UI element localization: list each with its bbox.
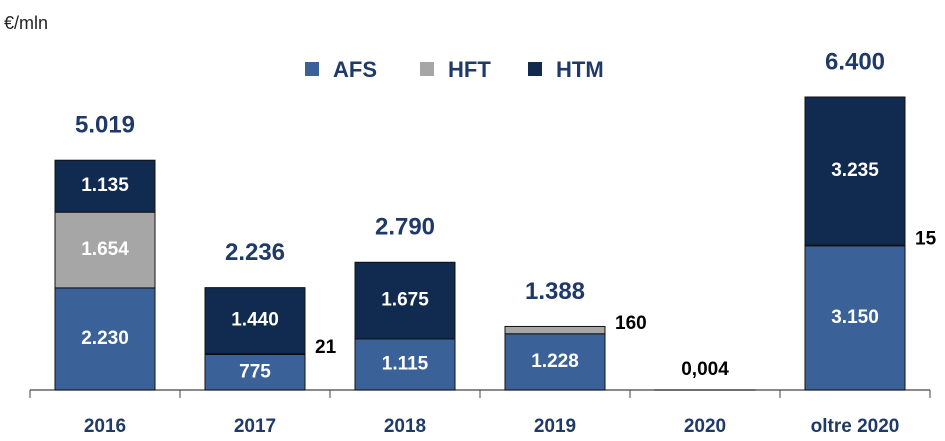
data-label: 1.654: [81, 239, 129, 260]
legend-swatch: [528, 62, 542, 76]
legend-label: HTM: [556, 57, 604, 82]
data-label: 0,004: [681, 359, 729, 380]
bar-segment: [54, 211, 156, 289]
total-label: 6.400: [825, 48, 885, 75]
bar-segment: [804, 96, 906, 246]
legend-label: AFS: [333, 57, 377, 82]
bar-segment: [504, 325, 606, 335]
data-label: 1.228: [531, 351, 579, 372]
bar-segment: [504, 333, 606, 391]
bar-segment: [204, 287, 306, 355]
total-label: 2.236: [225, 239, 285, 266]
unit-label: €/mln: [4, 13, 48, 33]
x-tick-label: 2017: [234, 416, 276, 437]
legend-swatch: [420, 62, 434, 76]
bar-segment: [204, 354, 306, 391]
data-label: 775: [239, 361, 271, 382]
x-tick-label: oltre 2020: [811, 416, 900, 437]
data-label: 1.440: [231, 310, 279, 331]
data-label: 3.235: [831, 160, 879, 181]
x-tick-label: 2019: [534, 416, 576, 437]
bar-segment: [804, 245, 906, 391]
data-label: 1.115: [382, 353, 429, 374]
bar-segment: [54, 287, 156, 391]
data-label: 1.135: [81, 175, 129, 196]
total-label: 1.388: [525, 278, 585, 305]
data-label: 2.230: [81, 328, 129, 349]
x-tick-label: 2016: [84, 416, 126, 437]
data-label: 160: [615, 313, 647, 334]
data-label: 3.150: [831, 307, 879, 328]
legend-label: HFT: [448, 57, 491, 82]
bar-segment: [354, 338, 456, 391]
x-tick-label: 2020: [684, 416, 726, 437]
total-label: 2.790: [375, 214, 435, 241]
data-label: 21: [315, 337, 337, 358]
data-label: 15: [915, 228, 937, 249]
bar-segment: [354, 261, 456, 340]
x-tick-label: 2018: [384, 416, 426, 437]
total-label: 5.019: [75, 112, 135, 139]
legend-swatch: [305, 62, 319, 76]
data-label: 1.675: [381, 290, 429, 311]
bar-segment: [54, 159, 156, 213]
